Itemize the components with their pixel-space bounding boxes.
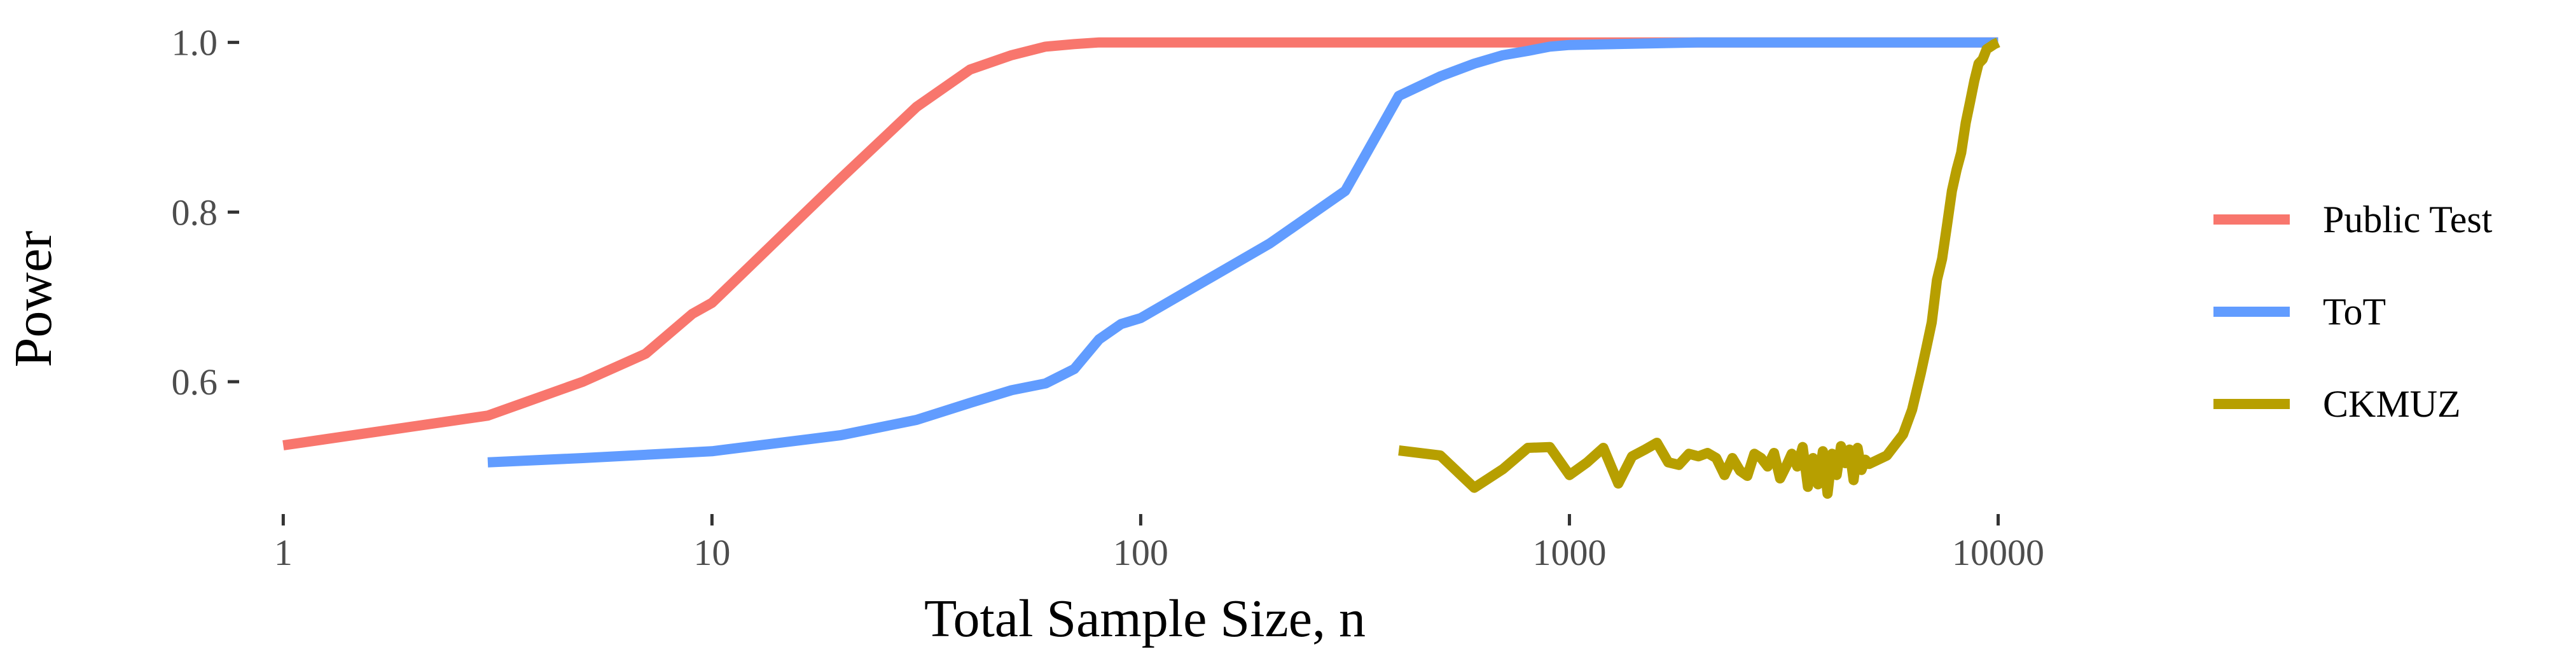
y-tick-label: 0.8	[172, 191, 218, 233]
y-tick-label: 0.6	[172, 361, 218, 403]
legend-label-tot: ToT	[2323, 291, 2386, 333]
y-tick-label: 1.0	[172, 22, 218, 64]
y-axis: 0.6 0.8 1.0	[172, 22, 239, 403]
x-axis-title: Total Sample Size, n	[924, 589, 1366, 648]
y-axis-title: Power	[4, 231, 63, 368]
x-tick-label: 1000	[1532, 532, 1606, 573]
legend: Public Test ToT CKMUZ	[2213, 198, 2493, 425]
x-axis: 1 10 100 1000 10000	[274, 514, 2044, 573]
series-line-ckmuz	[1398, 38, 2000, 499]
legend-label-public-test: Public Test	[2323, 198, 2493, 240]
x-tick-label: 1	[274, 532, 293, 573]
series-lines	[282, 37, 2000, 499]
series-line-tot	[487, 37, 1998, 468]
x-tick-label: 10	[693, 532, 730, 573]
x-tick-label: 100	[1113, 532, 1168, 573]
x-tick-label: 10000	[1952, 532, 2044, 573]
series-line-public-test	[282, 37, 1998, 450]
legend-label-ckmuz: CKMUZ	[2323, 383, 2461, 425]
